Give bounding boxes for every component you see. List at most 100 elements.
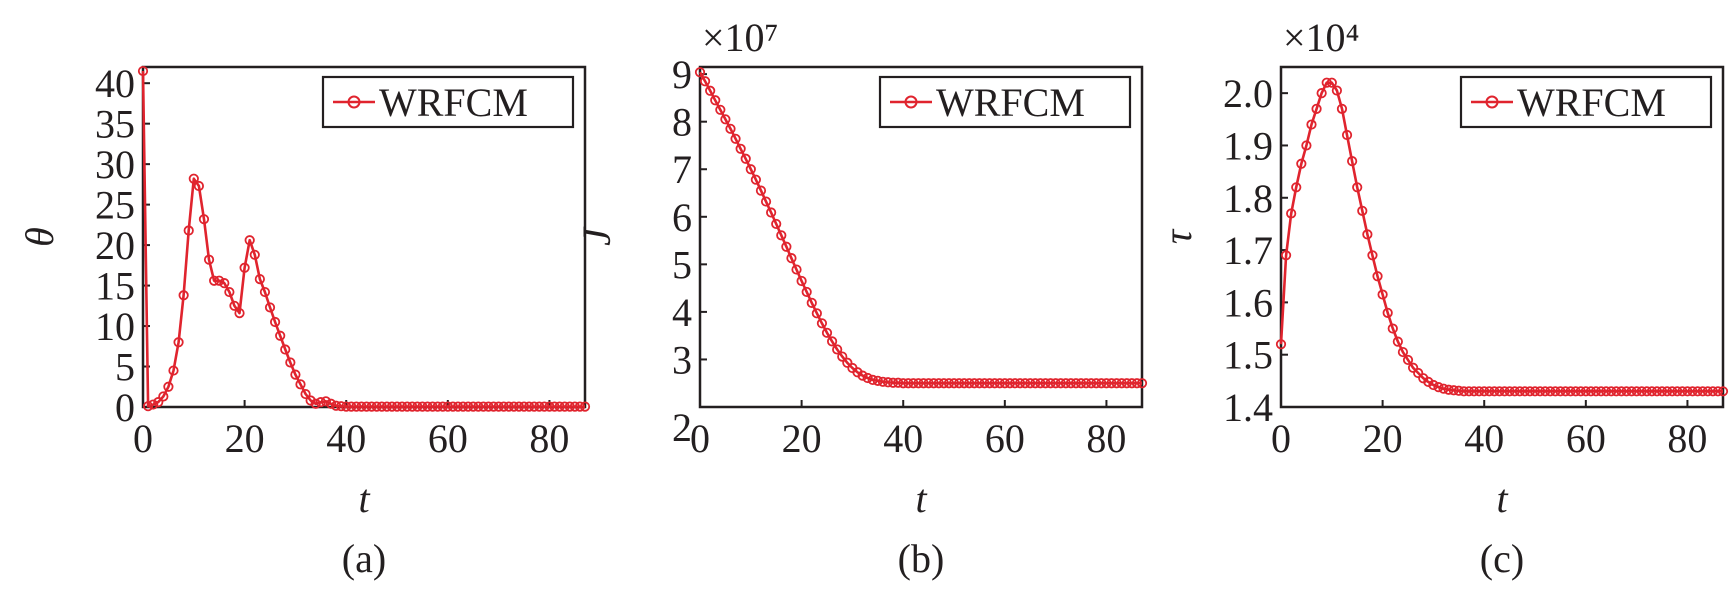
y-tick-label: 1.6 (1223, 280, 1273, 325)
data-point (715, 104, 726, 115)
data-point (503, 401, 514, 412)
data-point (432, 401, 443, 412)
data-point (158, 391, 169, 402)
data-point (1489, 386, 1500, 397)
data-point (1585, 386, 1597, 397)
data-point (1326, 77, 1337, 88)
data-point (148, 399, 159, 410)
data-point (391, 401, 403, 412)
data-point (376, 401, 387, 412)
data-point (457, 401, 469, 412)
data-point (826, 336, 838, 347)
data-point (269, 316, 281, 328)
data-point (999, 378, 1010, 389)
data-point (1060, 378, 1071, 389)
data-point (740, 153, 751, 164)
data-point (1316, 88, 1327, 99)
data-point (1347, 156, 1358, 167)
data-point (1479, 386, 1490, 397)
data-point (964, 378, 975, 389)
data-point (1382, 307, 1393, 318)
plot-frame (698, 65, 1144, 409)
data-point (407, 401, 418, 412)
data-point (994, 378, 1005, 389)
data-point (244, 235, 255, 246)
data-point (219, 278, 230, 289)
legend-marker (347, 95, 361, 109)
x-tick-label: 80 (1667, 416, 1707, 461)
data-point (381, 401, 392, 412)
data-point (974, 378, 985, 389)
data-point (325, 398, 337, 409)
panel-c: 0 20 40 60 80 1.4 1.5 1.6 1.7 1.8 1.9 2.0×10⁴ t τ (c) W… (1155, 15, 1729, 581)
data-point (1407, 362, 1419, 373)
y-tick-label: 15 (95, 264, 135, 309)
data-point (569, 401, 580, 412)
data-point (315, 397, 326, 408)
data-point (259, 286, 271, 298)
data-point (720, 114, 731, 125)
data-point (1484, 386, 1495, 397)
data-point (1641, 386, 1652, 397)
data-point (539, 401, 550, 412)
data-point (1030, 378, 1041, 389)
data-point (468, 401, 479, 412)
data-point (1040, 378, 1051, 389)
y-tick-label: 1.7 (1223, 228, 1273, 273)
data-point (1463, 386, 1475, 397)
data-point (1331, 85, 1342, 96)
data-point (1595, 386, 1607, 397)
data-point (1621, 386, 1632, 397)
data-point (918, 378, 929, 389)
data-point (1291, 182, 1302, 193)
data-point (524, 401, 535, 412)
data-point (1631, 386, 1642, 397)
data-point (264, 302, 276, 313)
x-tick-label: 60 (985, 416, 1025, 461)
data-point (1601, 386, 1612, 397)
y-tick-label: 7 (672, 147, 692, 192)
data-point (1514, 386, 1525, 397)
data-point (473, 401, 484, 412)
data-point (198, 214, 210, 225)
data-point (1020, 378, 1031, 389)
data-point (877, 376, 888, 387)
data-point (142, 401, 154, 412)
y-tick-label: 1.8 (1223, 176, 1273, 221)
axis-multiplier: ×10⁴ (1283, 15, 1360, 60)
data-point (1697, 386, 1708, 397)
y-tick-label: 2.0 (1223, 71, 1273, 116)
data-point (1580, 386, 1591, 397)
data-point (1677, 386, 1688, 397)
data-point (1311, 103, 1322, 114)
data-point (229, 300, 240, 311)
data-point (699, 76, 711, 87)
data-point (1555, 386, 1566, 397)
x-tick-label: 20 (1363, 416, 1403, 461)
data-point (705, 85, 716, 96)
data-point (908, 378, 919, 389)
data-point (781, 241, 792, 252)
data-point (1494, 386, 1505, 397)
data-point (1126, 378, 1137, 389)
data-point (412, 401, 423, 412)
data-point (209, 275, 220, 286)
data-point (452, 401, 464, 412)
data-point (1296, 158, 1307, 169)
data-point (801, 286, 812, 298)
data-point (488, 401, 499, 412)
data-point (554, 401, 565, 412)
data-point (234, 307, 245, 319)
data-point (1499, 386, 1510, 397)
y-axis-label: θ (17, 227, 62, 247)
data-point (1458, 386, 1469, 397)
data-point (893, 377, 904, 388)
data-point (1301, 140, 1312, 151)
data-point (1545, 386, 1556, 397)
data-point (1101, 378, 1112, 389)
data-point (188, 173, 199, 184)
x-tick-label: 60 (428, 416, 468, 461)
data-point (1413, 367, 1424, 379)
data-point (397, 401, 408, 412)
x-tick-label: 40 (326, 416, 366, 461)
